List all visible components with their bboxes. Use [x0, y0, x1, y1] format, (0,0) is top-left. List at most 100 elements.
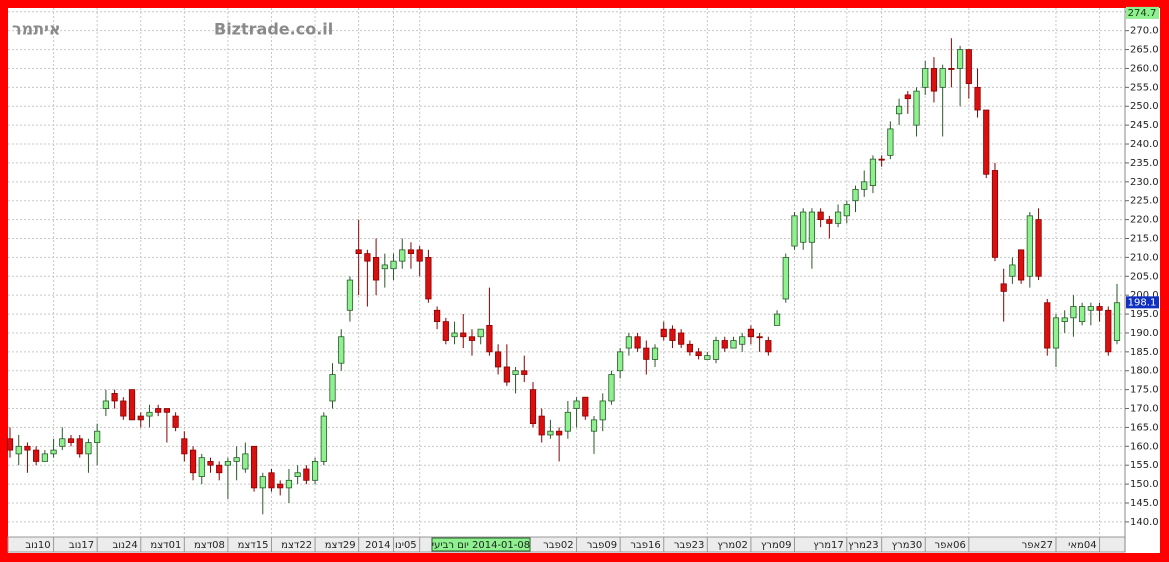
y-tick-label: 175.0 [1130, 385, 1159, 396]
candle-body [834, 211, 842, 224]
candle-body [67, 438, 75, 443]
y-tick-label: 140.0 [1130, 517, 1159, 528]
candle-body [59, 438, 66, 447]
candle-body [33, 449, 40, 462]
candle-body [1044, 302, 1051, 349]
candle-body [512, 370, 519, 375]
candle-body [712, 340, 720, 360]
candle-body [773, 313, 781, 326]
candle-body [137, 415, 144, 421]
candle-body [582, 396, 589, 417]
candle-body [1113, 302, 1121, 341]
x-tick-label: 01דצמ [150, 540, 181, 551]
candle-body [163, 408, 170, 413]
owner-label: איתמר [12, 20, 61, 39]
candle-body [704, 355, 711, 360]
y-tick-label: 205.0 [1130, 271, 1159, 282]
candle-body [102, 400, 109, 409]
y-tick-label: 150.0 [1130, 479, 1159, 490]
candle-body [895, 105, 903, 115]
candle-body [669, 328, 676, 341]
candle-body [1018, 249, 1025, 281]
candle-body [181, 438, 188, 455]
candle-body [294, 472, 301, 477]
y-tick-label: 170.0 [1130, 404, 1159, 415]
price-marker [1126, 6, 1159, 19]
candle-body [678, 332, 685, 345]
candle-body [346, 279, 354, 311]
candle-body [1052, 317, 1060, 349]
y-tick-label: 160.0 [1130, 441, 1159, 452]
candle-body [730, 340, 737, 349]
candle-body [85, 442, 92, 455]
x-tick-label: 23מרץ [848, 540, 879, 551]
candle-body [922, 68, 929, 88]
candle-body [460, 332, 467, 338]
candle-body [930, 68, 938, 92]
candle-body [128, 389, 136, 421]
candle-body [242, 453, 249, 470]
candle-body [817, 211, 824, 221]
y-tick-label: 250.0 [1130, 101, 1159, 112]
x-tick-label: 09פבר [587, 540, 617, 551]
y-tick-label: 185.0 [1130, 347, 1159, 358]
candle-body [442, 321, 449, 341]
candle-body [224, 461, 232, 466]
candle-body [189, 449, 197, 474]
y-tick-label: 215.0 [1130, 233, 1159, 244]
candle-body [399, 249, 406, 262]
x-tick-label: 27אפר [1022, 540, 1053, 551]
candle-body [660, 328, 667, 338]
candle-body [1096, 306, 1103, 311]
y-tick-label: 190.0 [1130, 328, 1159, 339]
candle-body [1035, 219, 1042, 277]
candle-body [198, 457, 205, 477]
candle-body [355, 249, 362, 255]
y-tick-label: 200.0 [1130, 290, 1159, 301]
y-tick-label: 180.0 [1130, 366, 1159, 377]
candle-body [1070, 306, 1077, 319]
candle-body [904, 94, 911, 100]
price-marker-label: 198.1 [1128, 297, 1157, 308]
x-tick-label: 23פבר [674, 540, 704, 551]
candle-body [303, 468, 310, 481]
y-tick-label: 270.0 [1130, 26, 1159, 37]
candle-body [381, 264, 388, 270]
x-tick-label: 24נוב [112, 540, 137, 551]
candle-body [791, 215, 798, 247]
candle-body [634, 336, 641, 349]
candle-body [625, 336, 632, 349]
y-tick-label: 230.0 [1130, 177, 1159, 188]
x-tick-label: 15דצמ [238, 540, 269, 551]
x-tick-label: 10נוב [25, 540, 50, 551]
x-tick-label: 04מאי [1068, 540, 1096, 551]
candle-body [547, 430, 554, 436]
y-tick-label: 225.0 [1130, 196, 1159, 207]
candle-body [826, 219, 833, 224]
candle-body [861, 181, 868, 190]
candle-body [15, 445, 22, 455]
candle-body [1079, 306, 1086, 323]
candle-body [233, 457, 240, 462]
candle-body [590, 419, 598, 432]
y-tick-label: 220.0 [1130, 215, 1159, 226]
candle-body [852, 188, 859, 202]
candle-body [765, 340, 772, 353]
x-tick-label: 05ינו [395, 540, 417, 551]
candle-body [939, 68, 946, 88]
grid [8, 8, 1125, 537]
candle-body [1061, 317, 1068, 323]
candle-body [76, 438, 83, 455]
candle-body [268, 472, 275, 489]
candle-body [756, 336, 763, 339]
candle-body [120, 400, 127, 417]
x-tick-label: 06אפר [935, 540, 966, 551]
candle-body [800, 211, 807, 243]
candle-body [843, 204, 850, 217]
candle-body [285, 479, 293, 489]
candle-body [146, 411, 153, 417]
candle-body [521, 370, 528, 375]
candle-body [6, 438, 14, 451]
crosshair-box [431, 537, 531, 552]
candle-body [434, 309, 441, 323]
